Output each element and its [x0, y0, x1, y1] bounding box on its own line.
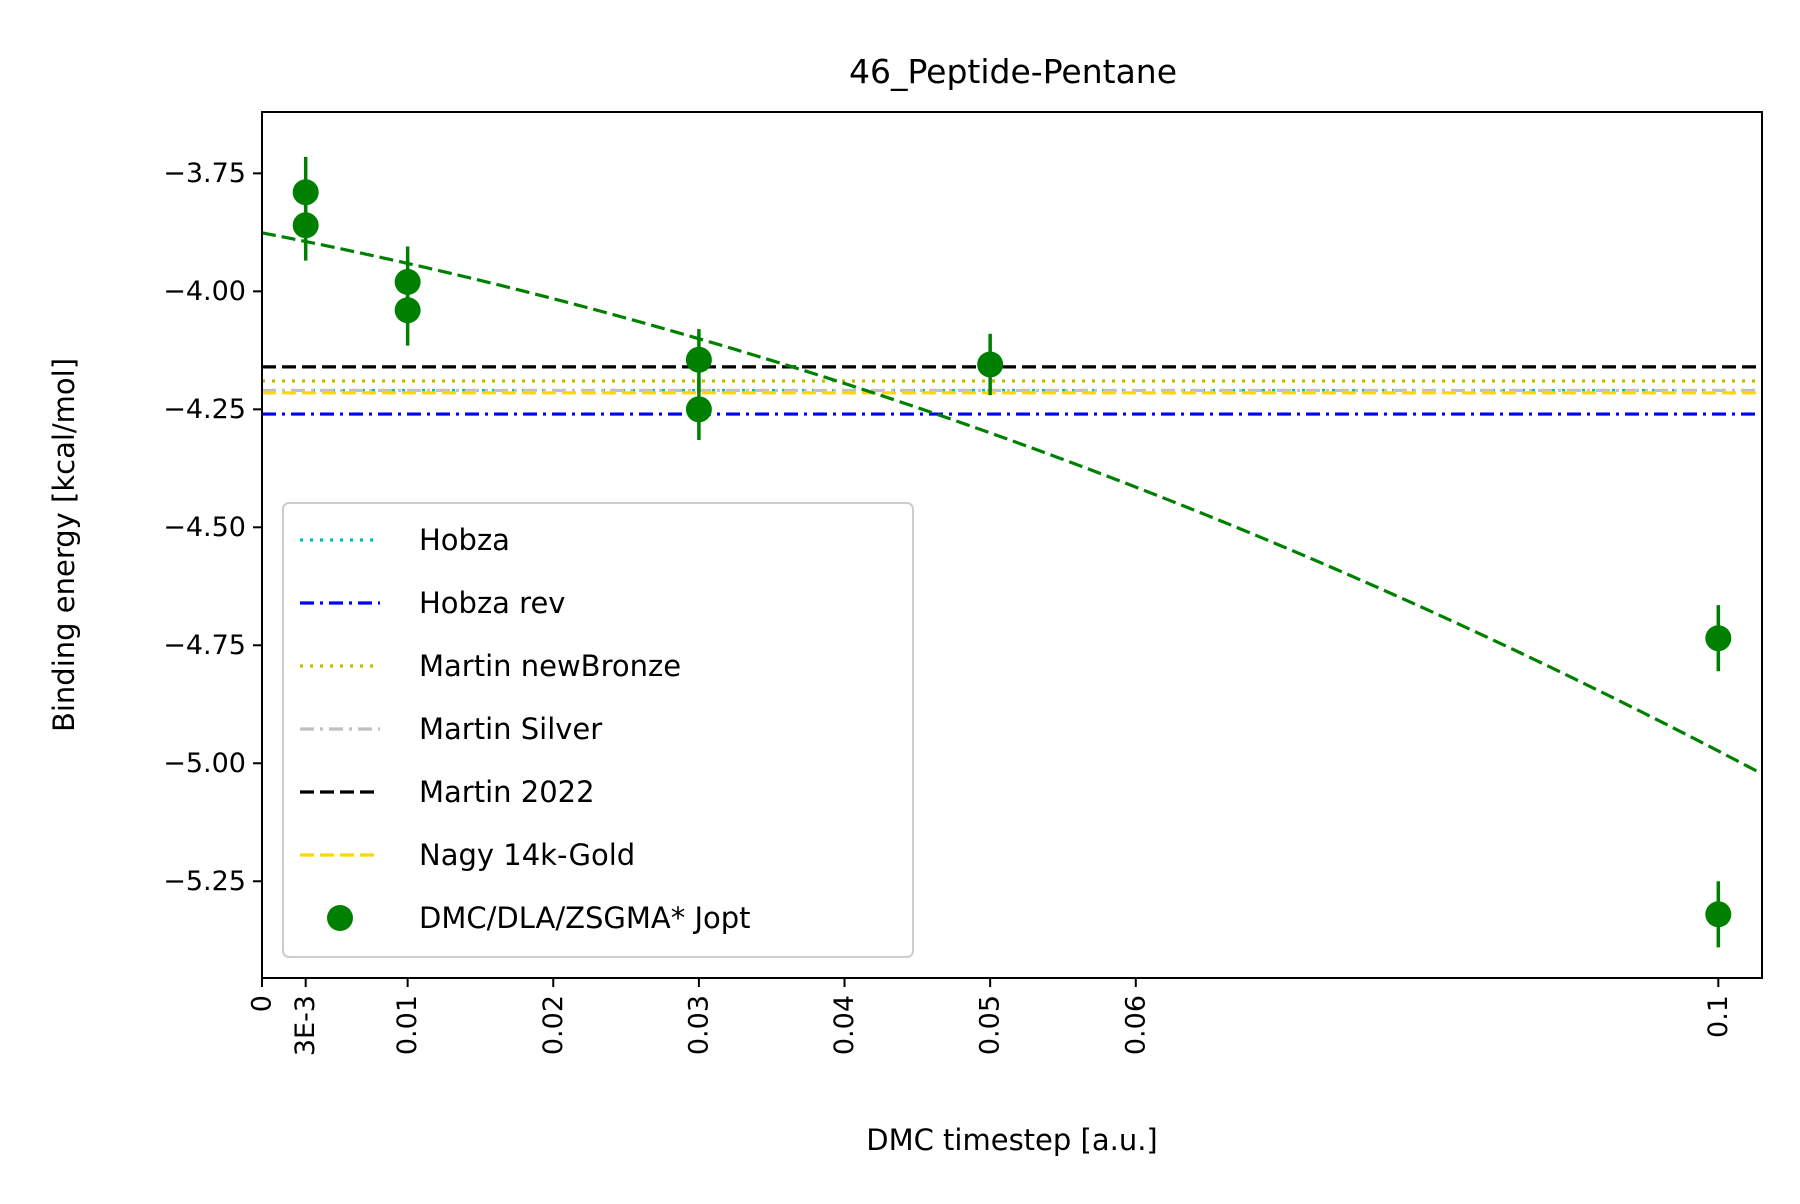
data-point	[394, 297, 421, 324]
legend-label: Martin newBronze	[419, 649, 681, 683]
legend: Hobza Hobza rev Martin newBronze Martin Sil…	[282, 502, 914, 958]
legend-swatch	[327, 905, 353, 931]
x-tick-label: 0.06	[1120, 995, 1151, 1055]
data-point	[292, 212, 319, 239]
x-axis: 0 3E-3 0.01 0.02 0.03 0.04 0.05 0.06 0.1	[247, 978, 1734, 1056]
y-tick-label: −4.75	[163, 630, 246, 661]
x-axis-label: DMC timestep [a.u.]	[866, 1123, 1158, 1157]
legend-label: Nagy 14k-Gold	[419, 838, 635, 872]
y-tick-label: −4.25	[163, 394, 246, 425]
y-tick-label: −4.50	[163, 512, 246, 543]
chart-title: 46_Peptide-Pentane	[849, 52, 1177, 91]
y-axis: −3.75 −4.00 −4.25 −4.50 −4.75 −5.00 −5.25	[163, 158, 262, 897]
data-point	[1705, 901, 1732, 928]
plot-frame	[261, 111, 1763, 979]
fit-curve	[262, 231, 1762, 776]
legend-box	[282, 502, 914, 958]
y-tick-label: −5.00	[163, 748, 246, 779]
legend-label: Martin 2022	[419, 775, 595, 809]
y-tick-label: −3.75	[163, 158, 246, 189]
x-tick-label: 0.01	[392, 995, 423, 1055]
x-tick-label: 0.05	[975, 995, 1006, 1055]
legend-label: Martin Silver	[419, 712, 602, 746]
legend-label: Hobza	[419, 523, 510, 557]
legend-label: Hobza rev	[419, 586, 565, 620]
data-point	[685, 346, 712, 373]
legend-label: DMC/DLA/ZSGMA* Jopt	[419, 901, 751, 935]
x-tick-label: 3E-3	[290, 995, 321, 1056]
y-tick-label: −4.00	[163, 276, 246, 307]
plot-area	[262, 156, 1762, 948]
x-tick-label: 0.03	[683, 995, 714, 1055]
y-axis-label: Binding energy [kcal/mol]	[47, 358, 81, 732]
data-point	[1705, 625, 1732, 652]
y-tick-label: −5.25	[163, 866, 246, 897]
x-tick-label: 0	[247, 995, 278, 1012]
data-point	[977, 351, 1004, 378]
x-tick-label: 0.04	[829, 995, 860, 1055]
data-point	[685, 396, 712, 423]
x-tick-label: 0.1	[1703, 995, 1734, 1038]
x-tick-label: 0.02	[538, 995, 569, 1055]
